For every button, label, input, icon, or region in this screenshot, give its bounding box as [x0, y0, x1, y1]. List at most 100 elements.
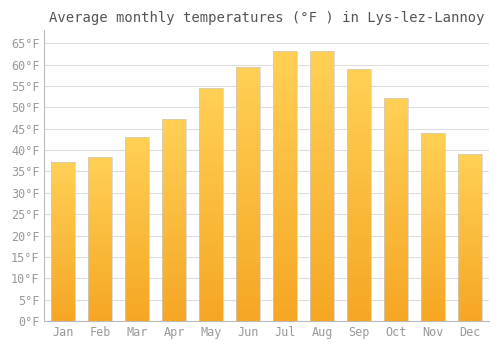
- Bar: [384, 288, 408, 290]
- Bar: [384, 245, 408, 247]
- Bar: [310, 313, 334, 316]
- Bar: [384, 296, 408, 299]
- Bar: [125, 281, 149, 282]
- Bar: [162, 297, 186, 299]
- Bar: [236, 148, 260, 151]
- Bar: [162, 281, 186, 282]
- Bar: [51, 194, 75, 195]
- Bar: [384, 256, 408, 259]
- Bar: [384, 310, 408, 312]
- Bar: [51, 261, 75, 262]
- Bar: [458, 298, 482, 299]
- Bar: [236, 146, 260, 148]
- Bar: [199, 90, 223, 93]
- Bar: [273, 227, 297, 229]
- Bar: [162, 289, 186, 291]
- Bar: [162, 303, 186, 305]
- Bar: [458, 278, 482, 279]
- Bar: [458, 281, 482, 283]
- Bar: [310, 310, 334, 313]
- Bar: [347, 298, 372, 301]
- Bar: [458, 313, 482, 314]
- Bar: [51, 191, 75, 192]
- Bar: [199, 221, 223, 223]
- Bar: [458, 169, 482, 171]
- Bar: [51, 206, 75, 208]
- Bar: [422, 149, 446, 152]
- Bar: [162, 234, 186, 236]
- Bar: [384, 243, 408, 245]
- Bar: [422, 236, 446, 238]
- Bar: [88, 254, 112, 256]
- Bar: [162, 169, 186, 172]
- Bar: [347, 243, 372, 245]
- Bar: [347, 228, 372, 230]
- Bar: [384, 138, 408, 140]
- Bar: [125, 260, 149, 262]
- Bar: [384, 314, 408, 316]
- Bar: [347, 112, 372, 114]
- Bar: [347, 203, 372, 205]
- Bar: [88, 174, 112, 175]
- Bar: [273, 159, 297, 162]
- Bar: [422, 262, 446, 265]
- Bar: [310, 297, 334, 300]
- Bar: [347, 296, 372, 298]
- Bar: [125, 242, 149, 244]
- Bar: [199, 293, 223, 295]
- Bar: [162, 319, 186, 321]
- Bar: [236, 212, 260, 215]
- Bar: [51, 241, 75, 243]
- Bar: [422, 170, 446, 172]
- Bar: [51, 172, 75, 173]
- Bar: [199, 309, 223, 312]
- Bar: [384, 236, 408, 238]
- Bar: [162, 285, 186, 287]
- Bar: [236, 82, 260, 85]
- Bar: [384, 316, 408, 319]
- Bar: [199, 93, 223, 95]
- Bar: [125, 299, 149, 301]
- Bar: [162, 279, 186, 281]
- Bar: [458, 171, 482, 173]
- Bar: [422, 281, 446, 284]
- Bar: [199, 142, 223, 144]
- Bar: [236, 133, 260, 136]
- Bar: [88, 308, 112, 309]
- Bar: [273, 229, 297, 232]
- Bar: [199, 165, 223, 167]
- Bar: [162, 266, 186, 268]
- Bar: [347, 251, 372, 253]
- Bar: [273, 138, 297, 140]
- Bar: [347, 193, 372, 195]
- Bar: [347, 278, 372, 281]
- Bar: [458, 308, 482, 309]
- Bar: [88, 287, 112, 288]
- Bar: [51, 173, 75, 175]
- Bar: [273, 191, 297, 194]
- Bar: [51, 297, 75, 299]
- Bar: [199, 102, 223, 104]
- Bar: [384, 158, 408, 160]
- Bar: [51, 273, 75, 275]
- Bar: [125, 271, 149, 273]
- Bar: [199, 209, 223, 211]
- Bar: [199, 172, 223, 174]
- Bar: [51, 286, 75, 288]
- Bar: [310, 127, 334, 130]
- Bar: [458, 253, 482, 254]
- Bar: [384, 131, 408, 134]
- Bar: [347, 97, 372, 99]
- Bar: [199, 97, 223, 100]
- Bar: [162, 180, 186, 182]
- Bar: [199, 114, 223, 116]
- Bar: [51, 237, 75, 238]
- Bar: [88, 188, 112, 190]
- Bar: [458, 216, 482, 218]
- Bar: [236, 169, 260, 171]
- Bar: [125, 244, 149, 246]
- Bar: [273, 81, 297, 84]
- Bar: [51, 253, 75, 254]
- Bar: [384, 192, 408, 194]
- Bar: [384, 145, 408, 147]
